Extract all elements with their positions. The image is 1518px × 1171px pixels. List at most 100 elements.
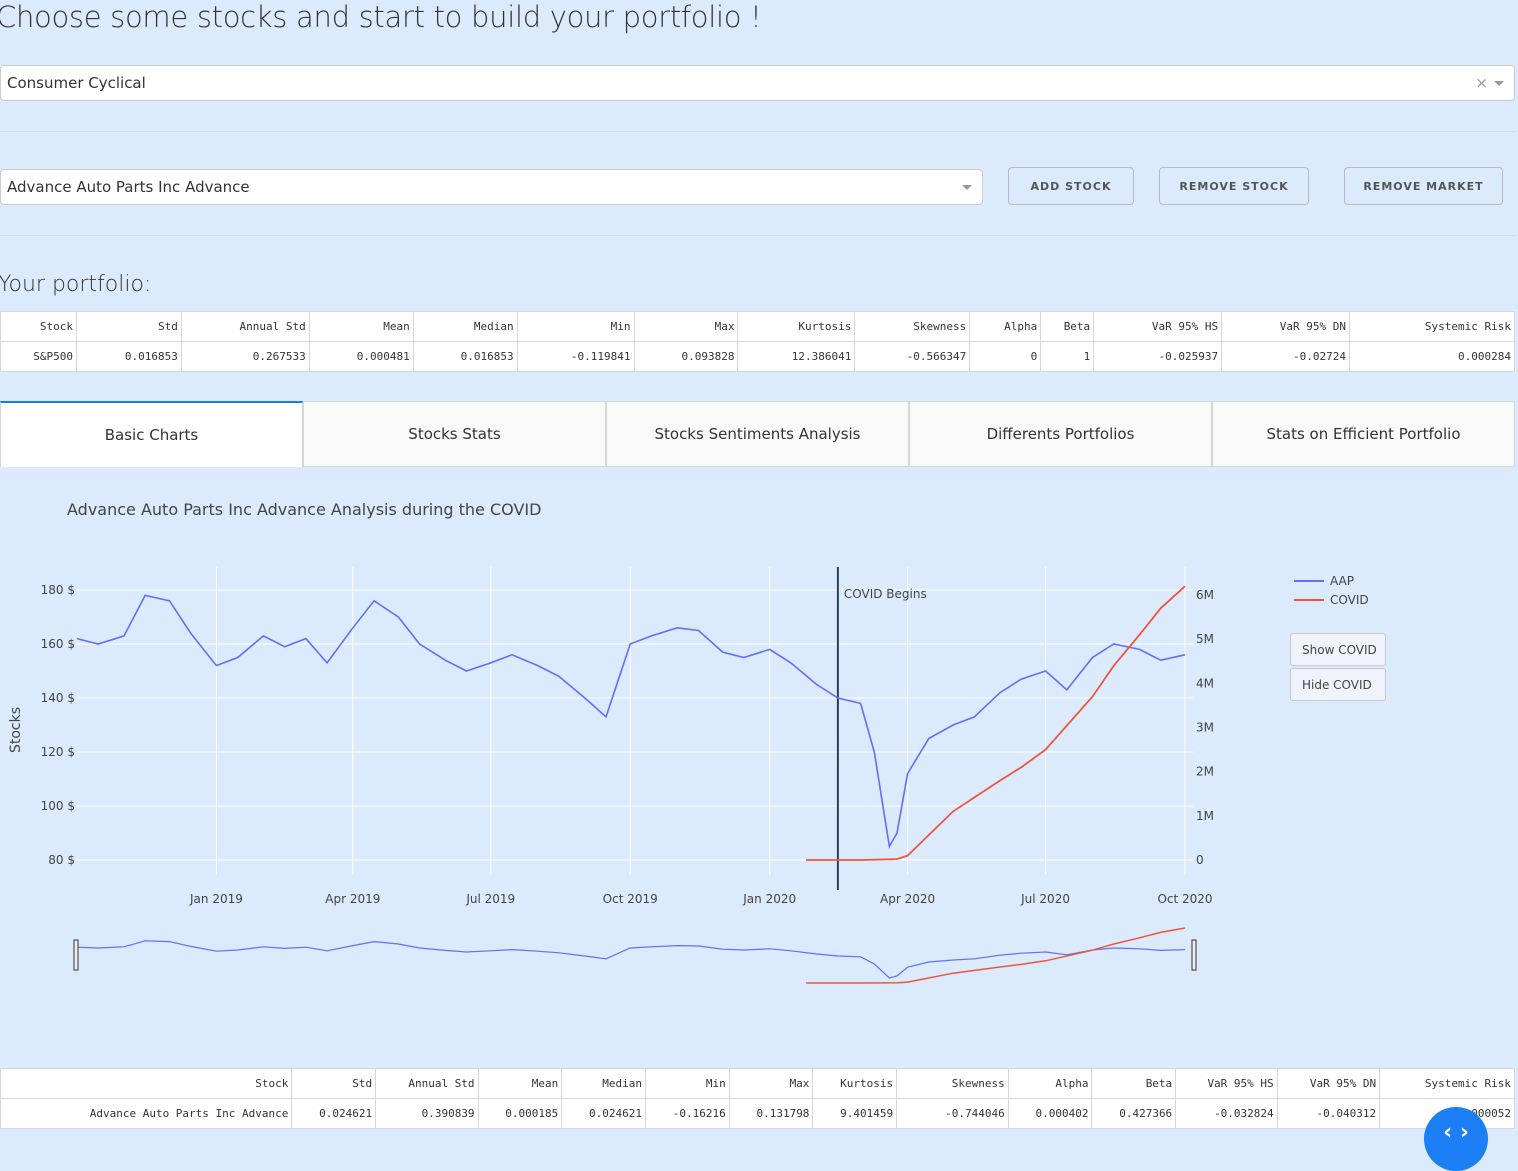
sector-dropdown-value: Consumer Cyclical	[7, 74, 146, 92]
x-tick-label: Oct 2020	[1157, 892, 1212, 906]
legend-item-aap[interactable]: AAP	[1294, 574, 1354, 588]
stock-dropdown[interactable]: Advance Auto Parts Inc Advance	[0, 169, 983, 205]
tab-stats-on-efficient-portfolio[interactable]: Stats on Efficient Portfolio	[1212, 401, 1515, 467]
tab-bar: Basic Charts Stocks Stats Stocks Sentiment…	[0, 401, 1515, 467]
column-header: Annual Std	[375, 1068, 479, 1099]
y-tick-label: 160 $	[41, 637, 75, 651]
column-header: Alpha	[1007, 1068, 1093, 1099]
column-header: Kurtosis	[737, 311, 856, 342]
table-cell: 0.000481	[308, 341, 414, 372]
column-header: Min	[516, 311, 635, 342]
y-tick-label: 140 $	[41, 691, 75, 705]
column-header: VaR 95% HS	[1093, 311, 1223, 342]
table-cell: 0.267533	[180, 341, 310, 372]
column-header: Mean	[308, 311, 414, 342]
code-toggle-button[interactable]: ‹ ›	[1424, 1107, 1488, 1171]
table-cell: -0.032824	[1175, 1098, 1278, 1129]
x-tick-label: Apr 2019	[325, 892, 380, 906]
range-handle[interactable]	[73, 939, 79, 971]
column-header: Max	[728, 1068, 814, 1099]
table-cell: 0.016853	[412, 341, 518, 372]
tab-differents-portfolios[interactable]: Differents Portfolios	[909, 401, 1212, 467]
x-tick-label: Jan 2019	[189, 892, 243, 906]
y2-tick-label: 6M	[1196, 588, 1214, 602]
legend-swatch	[1294, 580, 1324, 582]
y-tick-label: 180 $	[41, 583, 75, 597]
stock-dropdown-value: Advance Auto Parts Inc Advance	[7, 178, 250, 196]
portfolio-table: Stock Std Annual Std Mean Median Min Max Kurtos…	[0, 311, 1515, 372]
chevron-down-icon[interactable]	[962, 185, 972, 190]
chart-title: Advance Auto Parts Inc Advance Analysis …	[67, 500, 542, 519]
remove-market-button[interactable]: REMOVE MARKET	[1344, 167, 1503, 205]
table-cell: 0.390839	[375, 1098, 479, 1129]
table-cell: 0.000185	[477, 1098, 563, 1129]
table-cell: -0.119841	[516, 341, 635, 372]
table-cell: 0	[969, 341, 1042, 372]
legend-swatch	[1294, 599, 1324, 601]
y2-tick-label: 4M	[1196, 676, 1214, 690]
aap-line	[76, 594, 1186, 849]
y2-tick-label: 1M	[1196, 809, 1214, 823]
x-tick-label: Apr 2020	[880, 892, 935, 906]
x-tick-label: Jul 2019	[465, 892, 515, 906]
column-header: Std	[291, 1068, 377, 1099]
divider	[0, 235, 1515, 236]
table-cell: -0.040312	[1276, 1098, 1381, 1129]
tab-basic-charts[interactable]: Basic Charts	[0, 401, 303, 467]
table-cell: 0.016853	[75, 341, 182, 372]
table-cell: 0.093828	[633, 341, 739, 372]
range-covid-line	[806, 927, 1186, 984]
add-stock-button[interactable]: ADD STOCK	[1008, 167, 1134, 205]
range-handle[interactable]	[1191, 939, 1197, 971]
y2-tick-label: 5M	[1196, 632, 1214, 646]
table-row: Advance Auto Parts Inc Advance 0.024621 0.…	[0, 1098, 1515, 1129]
column-header: Stock	[0, 311, 77, 342]
stock-stats-table: Stock Std Annual Std Mean Median Min Max Kurtos…	[0, 1068, 1515, 1129]
table-cell: -0.025937	[1093, 341, 1223, 372]
legend-item-covid[interactable]: COVID	[1294, 593, 1369, 607]
column-header: Kurtosis	[812, 1068, 898, 1099]
sector-dropdown[interactable]: Consumer Cyclical ×	[0, 65, 1515, 101]
covid-begins-annotation: COVID Begins	[844, 587, 927, 601]
table-header-row: Stock Std Annual Std Mean Median Min Max Kurtos…	[0, 1068, 1515, 1099]
table-cell: 0.000402	[1007, 1098, 1093, 1129]
price-chart[interactable]: 80 $ 100 $ 120 $ 140 $ 160 $ 180 $ 0 1M 2M 3M 4M 5M…	[0, 540, 1280, 990]
y-tick-label: 80 $	[48, 853, 75, 867]
hide-covid-button[interactable]: Hide COVID	[1290, 668, 1386, 701]
legend-label: AAP	[1330, 574, 1354, 588]
column-header: Systemic Risk	[1349, 311, 1515, 342]
y-axis-title: Stocks	[8, 707, 24, 753]
chevron-down-icon[interactable]	[1494, 81, 1504, 86]
table-cell: 0.131798	[728, 1098, 814, 1129]
y-tick-label: 120 $	[41, 745, 75, 759]
remove-stock-button[interactable]: REMOVE STOCK	[1159, 167, 1309, 205]
y2-tick-label: 2M	[1196, 765, 1214, 779]
column-header: Beta	[1040, 311, 1095, 342]
table-cell: Advance Auto Parts Inc Advance	[0, 1098, 293, 1129]
clear-icon[interactable]: ×	[1475, 74, 1488, 92]
page-title: Choose some stocks and start to build yo…	[0, 0, 762, 34]
table-cell: 12.386041	[737, 341, 856, 372]
column-header: Stock	[0, 1068, 293, 1099]
table-cell: -0.02724	[1221, 341, 1350, 372]
tab-stocks-sentiments-analysis[interactable]: Stocks Sentiments Analysis	[606, 401, 909, 467]
table-cell: 0.024621	[291, 1098, 377, 1129]
column-header: Std	[75, 311, 182, 342]
table-cell: 0.427366	[1091, 1098, 1177, 1129]
column-header: VaR 95% HS	[1175, 1068, 1278, 1099]
column-header: Systemic Risk	[1379, 1068, 1515, 1099]
tab-stocks-stats[interactable]: Stocks Stats	[303, 401, 606, 467]
table-cell: 9.401459	[812, 1098, 898, 1129]
table-cell: -0.566347	[854, 341, 971, 372]
table-cell: S&P500	[0, 341, 77, 372]
plot-area	[77, 567, 1193, 875]
column-header: VaR 95% DN	[1221, 311, 1350, 342]
column-header: Median	[561, 1068, 646, 1099]
column-header: Alpha	[969, 311, 1042, 342]
covid-line	[806, 585, 1186, 861]
show-covid-button[interactable]: Show COVID	[1290, 633, 1386, 666]
x-tick-label: Oct 2019	[603, 892, 658, 906]
x-tick-label: Jan 2020	[742, 892, 796, 906]
column-header: VaR 95% DN	[1276, 1068, 1381, 1099]
table-cell: 1	[1040, 341, 1095, 372]
